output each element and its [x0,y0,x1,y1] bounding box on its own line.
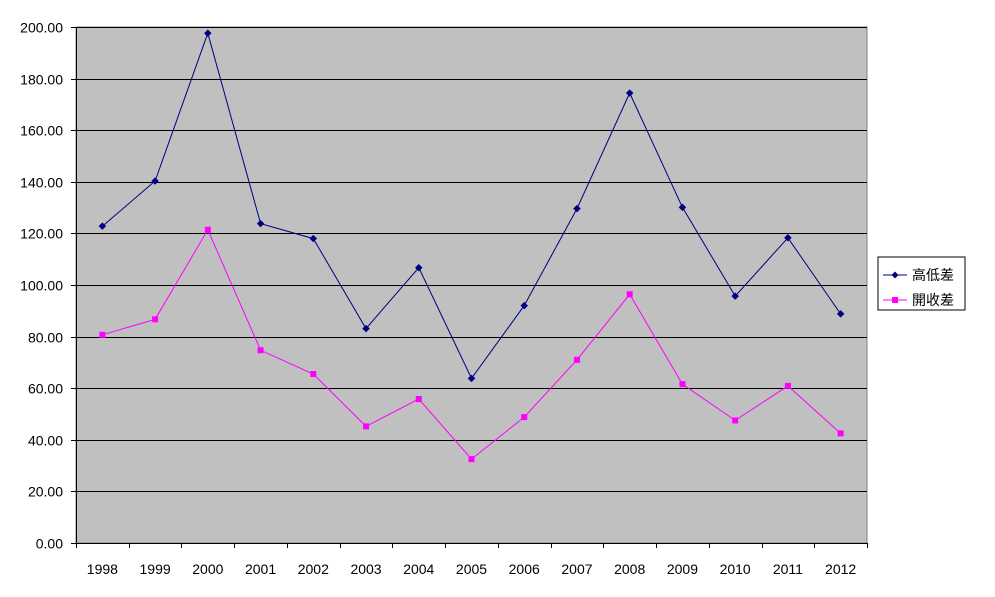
y-tick-label: 100.00 [20,278,63,294]
data-point-marker [573,204,581,213]
data-point-marker [151,177,159,185]
x-tick-label: 1999 [140,561,171,577]
x-tick-label: 2005 [456,561,487,577]
x-tick-label: 2010 [720,561,751,577]
data-point-marker [257,347,264,354]
legend-label-2: 開收差 [912,292,954,308]
data-point-marker [309,234,318,243]
x-tick-label: 2011 [773,561,803,577]
x-tick-label: 2007 [561,561,592,577]
legend-marker-1 [891,271,899,279]
x-tick-label: 2004 [403,561,434,577]
data-point-marker [152,316,159,323]
x-tick-label: 2000 [192,561,223,577]
y-tick-label: 140.00 [20,175,63,191]
data-point-marker [521,414,528,421]
data-point-marker [468,456,475,463]
data-point-marker [836,310,845,318]
x-tick-label: 2002 [298,561,329,577]
y-tick-label: 20.00 [28,484,63,500]
series-lines [98,29,845,463]
axes: 0.00 20.00 40.00 60.00 80.00 100.00 120.00 140.… [20,20,868,577]
y-tick-label: 40.00 [28,433,63,449]
data-point-marker [573,356,580,363]
data-point-marker [520,301,529,310]
y-tick-label: 160.00 [20,123,63,139]
legend-marker-2 [892,297,898,303]
data-point-marker [98,222,107,231]
x-tick-label: 2012 [825,561,856,577]
y-tick-label: 60.00 [28,381,63,397]
y-tick-label: 180.00 [20,72,63,88]
data-point-marker [415,396,422,403]
data-point-marker [837,430,844,437]
data-point-marker [414,263,423,272]
data-point-marker [731,292,740,300]
data-point-marker [363,423,370,430]
y-tick-label: 200.00 [20,20,63,36]
x-tick-label: 2008 [614,561,645,577]
x-tick-label: 2001 [245,561,276,577]
data-point-marker [625,89,634,97]
data-point-marker [310,371,317,378]
data-point-marker [678,203,687,212]
data-point-marker [99,331,106,338]
x-tick-label: 1998 [87,561,118,577]
legend-label-1: 高低差 [912,267,954,283]
data-point-marker [467,374,476,383]
data-point-marker [679,381,686,388]
data-point-marker [784,382,791,389]
x-tick-label: 2003 [350,561,381,577]
y-tick-label: 0.00 [36,536,63,552]
data-point-marker [732,417,739,424]
data-point-marker [626,291,633,298]
data-point-marker [203,29,212,38]
y-tick-label: 80.00 [28,330,63,346]
y-tick-label: 120.00 [20,226,63,242]
data-point-marker [362,324,370,333]
data-point-marker [784,233,792,242]
gridlines [76,27,867,492]
data-point-marker [256,219,265,228]
x-tick-label: 2006 [509,561,540,577]
data-point-marker [204,226,211,233]
x-tick-label: 2009 [667,561,698,577]
